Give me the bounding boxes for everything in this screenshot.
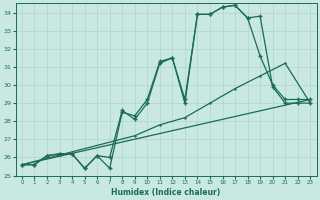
X-axis label: Humidex (Indice chaleur): Humidex (Indice chaleur) [111,188,221,197]
